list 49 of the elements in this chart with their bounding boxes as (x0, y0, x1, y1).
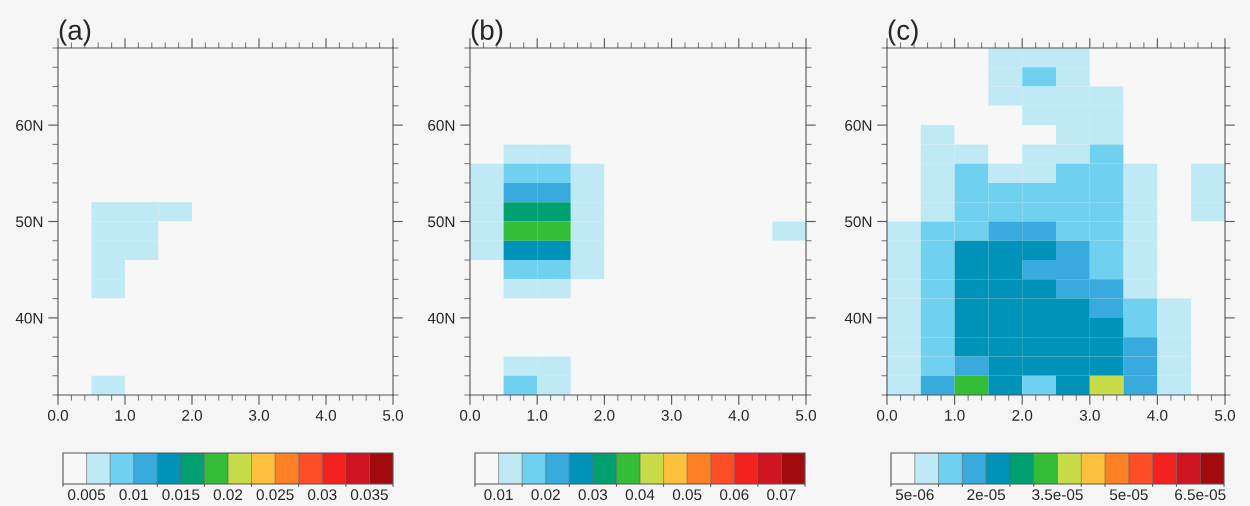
y-tick-label: 50N (845, 216, 872, 228)
x-tick-label: 4.0 (1147, 409, 1168, 421)
x-tick-label: 1.0 (527, 409, 548, 421)
y-tick-label: 60N (845, 119, 872, 131)
x-tick-label: 4.0 (315, 409, 337, 421)
chart-title: (c) (888, 19, 918, 46)
x-tick-label: 1.0 (945, 409, 965, 421)
y-tick-label: 60N (16, 119, 43, 131)
chart-title: (a) (59, 19, 91, 46)
color-bar-label: 0.035 (350, 489, 388, 501)
x-tick-label: 2.0 (1012, 409, 1033, 421)
x-tick-label: 3.0 (1079, 409, 1100, 421)
x-tick-label: 3.0 (661, 409, 682, 421)
color-bar-label: 0.04 (625, 489, 655, 501)
x-tick-label: 0.0 (47, 409, 69, 421)
y-tick-label: 60N (428, 119, 455, 131)
color-bar-label: 0.02 (213, 489, 243, 501)
y-tick-label: 40N (844, 312, 872, 324)
color-bar-label: 0.05 (672, 489, 702, 501)
color-bar-label: 0.025 (256, 489, 294, 501)
x-tick-label: 3.0 (248, 409, 270, 421)
y-tick-label: 50N (16, 216, 43, 228)
x-tick-label: 5.0 (1214, 409, 1236, 421)
color-bar-label: 0.01 (484, 489, 513, 501)
color-bar-label: 0.07 (767, 489, 796, 501)
color-bar-label: 2e-05 (967, 489, 1006, 501)
color-bar-label: 0.03 (578, 489, 608, 501)
x-tick-label: 2.0 (182, 409, 203, 421)
y-tick-label: 50N (428, 216, 455, 228)
color-bar-label: 0.015 (162, 489, 200, 501)
color-bar-label: 0.03 (308, 489, 337, 501)
color-bar-label: 0.02 (531, 489, 560, 501)
x-tick-label: 0.0 (876, 409, 898, 421)
y-tick-label: 40N (427, 312, 455, 324)
color-bar-label: 6.5e-05 (1175, 489, 1226, 501)
color-bar-label: 0.01 (119, 489, 148, 501)
x-tick-label: 2.0 (594, 409, 615, 421)
x-tick-label: 0.0 (459, 409, 481, 421)
chart-title: (b) (471, 19, 503, 46)
y-tick-label: 40N (15, 312, 43, 324)
color-bar-label: 5e-06 (895, 489, 934, 501)
x-tick-label: 1.0 (115, 409, 136, 421)
color-bar-label: 5e-05 (1109, 489, 1148, 501)
x-tick-label: 4.0 (728, 409, 749, 421)
color-bar-label: 0.005 (68, 489, 106, 501)
color-bar-label: 0.06 (720, 489, 749, 501)
color-bar-label: 3.5e-05 (1032, 489, 1083, 501)
x-tick-label: 5.0 (382, 409, 404, 421)
x-tick-label: 5.0 (795, 409, 817, 421)
